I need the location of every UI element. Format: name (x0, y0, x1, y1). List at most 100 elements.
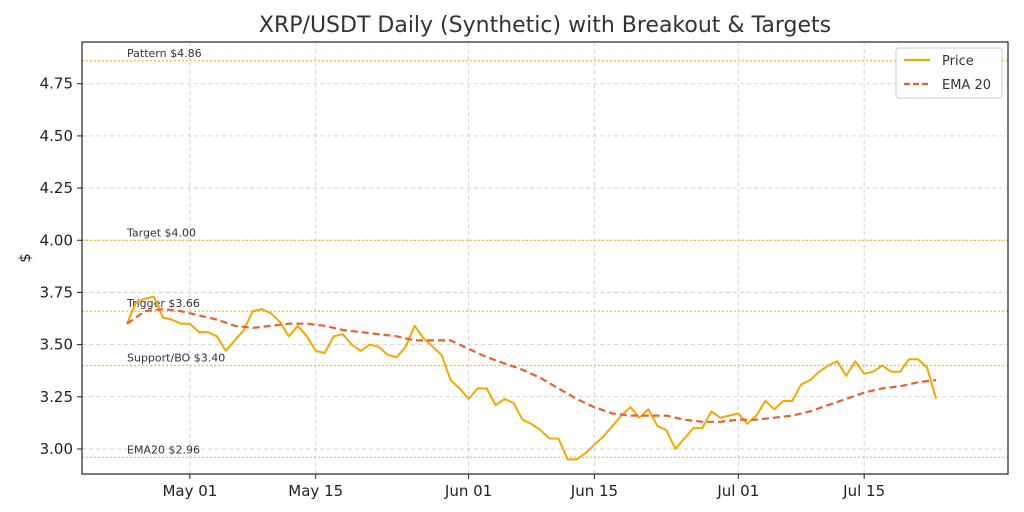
ema-point (126, 323, 127, 324)
price-point (612, 425, 613, 426)
x-tick-label: Jun 15 (570, 482, 618, 500)
ema-point (738, 419, 739, 420)
ema-point (594, 407, 595, 408)
price-point (873, 371, 874, 372)
price-point (630, 407, 631, 408)
ema-point (702, 421, 703, 422)
ema-point (414, 340, 415, 341)
price-point (936, 398, 937, 399)
ema-point (684, 419, 685, 420)
ema-point (864, 392, 865, 393)
price-point (306, 336, 307, 337)
price-point (603, 436, 604, 437)
price-point (180, 323, 181, 324)
axes: 3.00 3.25 3.50 3.75 4.00 4.25 4.50 4.75 May 01 Ma… (40, 41, 1009, 500)
price-point (648, 409, 649, 410)
price-point (207, 332, 208, 333)
price-point (162, 317, 163, 318)
price-point (279, 321, 280, 322)
reference-lines: Pattern $4.86 Target $4.00 Trigger $3.66 Su… (82, 47, 1008, 458)
price-point (288, 336, 289, 337)
price-point (594, 444, 595, 445)
price-point (144, 298, 145, 299)
ema-point (522, 369, 523, 370)
legend-ema-label: EMA 20 (942, 78, 991, 93)
price-point (234, 340, 235, 341)
ema-point (810, 411, 811, 412)
y-tick-label: 3.50 (40, 336, 73, 354)
price-point (153, 296, 154, 297)
ema-point (756, 419, 757, 420)
y-tick-label: 4.00 (40, 231, 73, 249)
price-point (828, 365, 829, 366)
price-point (225, 350, 226, 351)
price-point (576, 459, 577, 460)
price-point (414, 325, 415, 326)
price-point (693, 428, 694, 429)
y-tick-label: 3.00 (40, 440, 73, 458)
ema-point (378, 334, 379, 335)
ema-point (666, 415, 667, 416)
price-point (405, 346, 406, 347)
ema-point (468, 348, 469, 349)
reference-label: Pattern $4.86 (127, 47, 202, 60)
price-point (891, 371, 892, 372)
ema-point (162, 309, 163, 310)
price-point (486, 388, 487, 389)
price-point (504, 398, 505, 399)
ema-point (720, 421, 721, 422)
reference-label: Support/BO $3.40 (127, 351, 225, 364)
price-point (459, 388, 460, 389)
ema-point (612, 413, 613, 414)
price-point (918, 359, 919, 360)
ema-point (936, 380, 937, 381)
ema-point (324, 325, 325, 326)
ema-point (198, 315, 199, 316)
ema-point (450, 340, 451, 341)
price-point (387, 354, 388, 355)
y-tick-label: 4.50 (40, 127, 73, 145)
x-tick-label: Jul 01 (716, 482, 759, 500)
x-tick-label: May 01 (162, 482, 217, 500)
ema-point (774, 417, 775, 418)
y-axis-label: $ (16, 253, 34, 263)
price-point (819, 371, 820, 372)
price-point (243, 329, 244, 330)
price-point (270, 313, 271, 314)
price-point (846, 375, 847, 376)
price-point (333, 336, 334, 337)
y-tick-label: 3.25 (40, 388, 73, 406)
grid-layer (82, 42, 1008, 474)
price-point (738, 413, 739, 414)
price-point (540, 430, 541, 431)
price-point (837, 361, 838, 362)
price-point (378, 346, 379, 347)
price-point (558, 438, 559, 439)
price-point (783, 400, 784, 401)
price-point (801, 384, 802, 385)
x-tick-label: May 15 (288, 482, 343, 500)
ema-point (144, 311, 145, 312)
price-point (261, 309, 262, 310)
price-point (522, 419, 523, 420)
ema-point (846, 398, 847, 399)
price-point (360, 350, 361, 351)
price-point (585, 453, 586, 454)
price-point (432, 346, 433, 347)
price-point (441, 354, 442, 355)
ema-point (504, 363, 505, 364)
ema-point (792, 415, 793, 416)
price-point (855, 361, 856, 362)
price-point (315, 350, 316, 351)
chart-title: XRP/USDT Daily (Synthetic) with Breakout… (259, 13, 831, 38)
ema-point (558, 388, 559, 389)
price-point (756, 415, 757, 416)
price-point (639, 417, 640, 418)
ema-point (576, 398, 577, 399)
price-point (531, 423, 532, 424)
ema-point (306, 323, 307, 324)
ema-point (486, 357, 487, 358)
ema-point (630, 415, 631, 416)
